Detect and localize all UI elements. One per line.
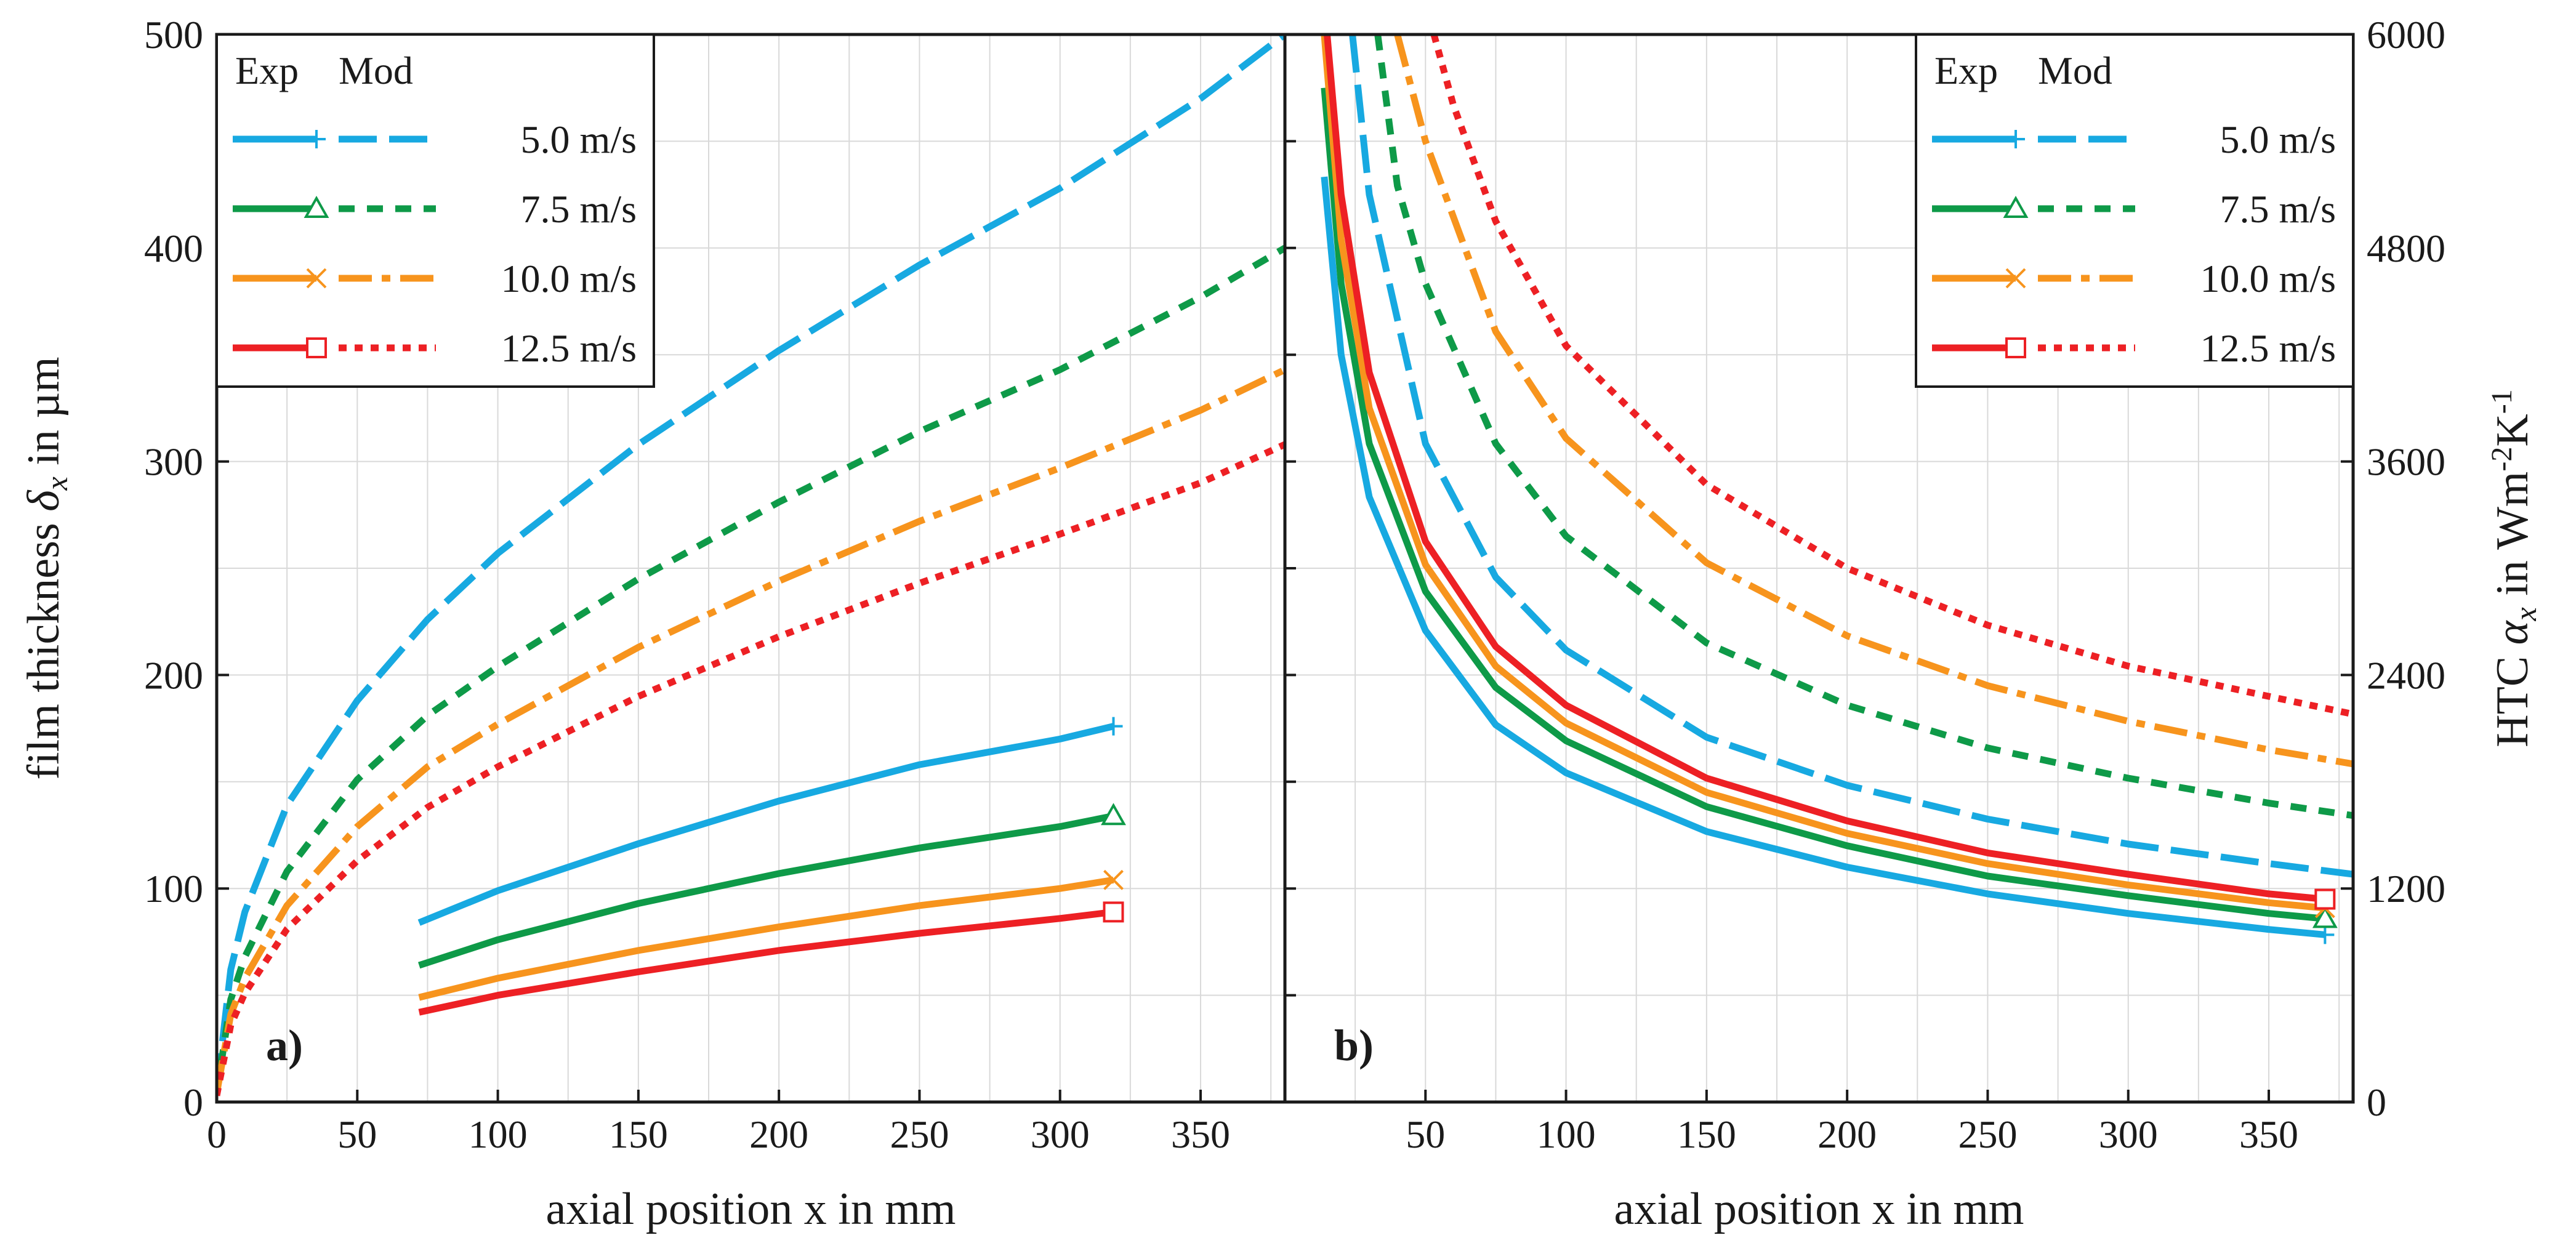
x-tick-label: 300 [2099, 1112, 2158, 1156]
x-tick-label: 100 [469, 1112, 528, 1156]
legend: Exp Mod 5.0 m/s 7.5 m/s 10.0 m/s 12.5 m/s [215, 33, 655, 388]
y-tick-label: 6000 [2367, 13, 2445, 57]
ticks: 0 50 100 150 200 250 300 350 0 100 200 300 400 500 [144, 13, 1230, 1156]
marker-triangle [1101, 803, 1126, 826]
marker-plus [307, 130, 326, 148]
y-axis-label-part: HTC [2487, 645, 2538, 747]
panel-label: a) [266, 1021, 303, 1070]
legend-header-exp: Exp [235, 49, 299, 92]
y-axis-label-symbol: δ [18, 489, 69, 512]
x-tick-label: 300 [1031, 1112, 1090, 1156]
x-tick-label: 150 [609, 1112, 668, 1156]
y-axis-label: HTC αx in Wm-2K-1 [2485, 389, 2543, 747]
x-tick-label: 350 [2239, 1112, 2298, 1156]
marker-triangle [304, 195, 329, 218]
panel-b-htc-chart: 50 100 150 200 250 300 350 0 1200 2400 3600 4800 600… [1283, 13, 2543, 1234]
y-axis-label-part: in Wm [2487, 472, 2538, 608]
marker-square [1103, 901, 1124, 923]
x-axis-label: axial position x in mm [546, 1184, 956, 1234]
series-line [1321, 87, 2325, 922]
y-axis-label-subscript: x [39, 477, 74, 491]
y-axis-label-part: K [2487, 414, 2538, 446]
marker-cross [2005, 268, 2026, 289]
x-tick-label: 200 [1817, 1112, 1877, 1156]
y-axis-label-part: in µm [18, 356, 69, 477]
series-line [1324, 34, 2325, 903]
panel-a-film-thickness-chart: 0 50 100 150 200 250 300 350 0 100 200 300 400 500 axi… [18, 13, 1287, 1234]
x-tick-label: 200 [749, 1112, 808, 1156]
x-tick-label: 50 [1406, 1112, 1445, 1156]
series-group [1321, 34, 2353, 938]
x-axis-label: axial position x in mm [1614, 1184, 2024, 1234]
y-tick-label: 200 [144, 653, 203, 697]
marker-triangle [2312, 906, 2338, 928]
x-tick-label: 150 [1677, 1112, 1736, 1156]
legend-entry-label: 12.5 m/s [501, 326, 637, 370]
marker-cross [1103, 869, 1124, 890]
marker-plus [1104, 717, 1123, 736]
series-line [1394, 34, 2353, 768]
legend-header-exp: Exp [1934, 49, 1998, 92]
series-group [217, 34, 1285, 1096]
legend-entry-label: 7.5 m/s [521, 187, 637, 231]
y-tick-label: 300 [144, 440, 203, 484]
y-tick-label: 500 [144, 13, 203, 57]
x-tick-label: 250 [890, 1112, 949, 1156]
marker-square [2005, 337, 2026, 358]
y-tick-label: 0 [2367, 1080, 2386, 1124]
legend-entry-label: 12.5 m/s [2200, 326, 2336, 370]
y-tick-label: 2400 [2367, 653, 2445, 697]
y-axis-label-part: film thickness [18, 512, 69, 780]
x-tick-label: 100 [1537, 1112, 1596, 1156]
y-tick-label: 4800 [2367, 227, 2445, 270]
marker-cross [306, 268, 327, 289]
x-tick-label: 0 [207, 1112, 227, 1156]
y-axis-label-symbol: α [2487, 619, 2538, 645]
series-line [217, 366, 1285, 1095]
y-tick-label: 0 [183, 1080, 203, 1124]
x-tick-label: 50 [337, 1112, 377, 1156]
series-line [217, 34, 1285, 1092]
series-line [418, 908, 1114, 1016]
y-tick-label: 100 [144, 867, 203, 911]
y-axis-label-superscript: -1 [2485, 389, 2518, 414]
series-line [1321, 34, 2325, 912]
marker-triangle [2003, 195, 2029, 218]
series-line [1349, 34, 2353, 878]
legend-entry-label: 5.0 m/s [521, 118, 637, 161]
series-line [217, 441, 1285, 1096]
legend-entry-label: 7.5 m/s [2220, 187, 2336, 231]
series-line [418, 876, 1114, 1001]
x-tick-label: 350 [1171, 1112, 1230, 1156]
series-line [417, 812, 1114, 969]
marker-square [2314, 888, 2336, 910]
ticks: 50 100 150 200 250 300 350 0 1200 2400 3600 4800 600… [1285, 13, 2445, 1156]
y-axis-label-subscript: x [2508, 607, 2543, 621]
markers [1101, 717, 1126, 923]
y-tick-label: 3600 [2367, 440, 2445, 484]
marker-plus [2006, 130, 2025, 148]
series-line [417, 723, 1114, 926]
legend-header-mod: Mod [2038, 49, 2112, 92]
x-tick-label: 250 [1958, 1112, 2017, 1156]
y-axis-label: film thickness δx in µm [18, 356, 74, 779]
legend-entry-label: 10.0 m/s [501, 257, 637, 300]
legend: Exp Mod 5.0 m/s 7.5 m/s 10.0 m/s 12.5 m/s [1915, 33, 2354, 388]
legend-entry-label: 10.0 m/s [2200, 257, 2336, 300]
legend-entry-label: 5.0 m/s [2220, 118, 2336, 161]
y-axis-label-superscript: -2 [2485, 447, 2518, 472]
series-line [217, 245, 1285, 1094]
y-tick-label: 400 [144, 227, 203, 270]
legend-header-mod: Mod [339, 49, 413, 92]
series-line [1321, 176, 2325, 938]
series-line [1374, 34, 2353, 819]
markers [2312, 888, 2338, 944]
panel-label: b) [1334, 1021, 1374, 1070]
y-tick-label: 1200 [2367, 867, 2445, 911]
marker-plus [2316, 925, 2335, 944]
series-line [1430, 34, 2353, 718]
marker-square [306, 337, 327, 358]
